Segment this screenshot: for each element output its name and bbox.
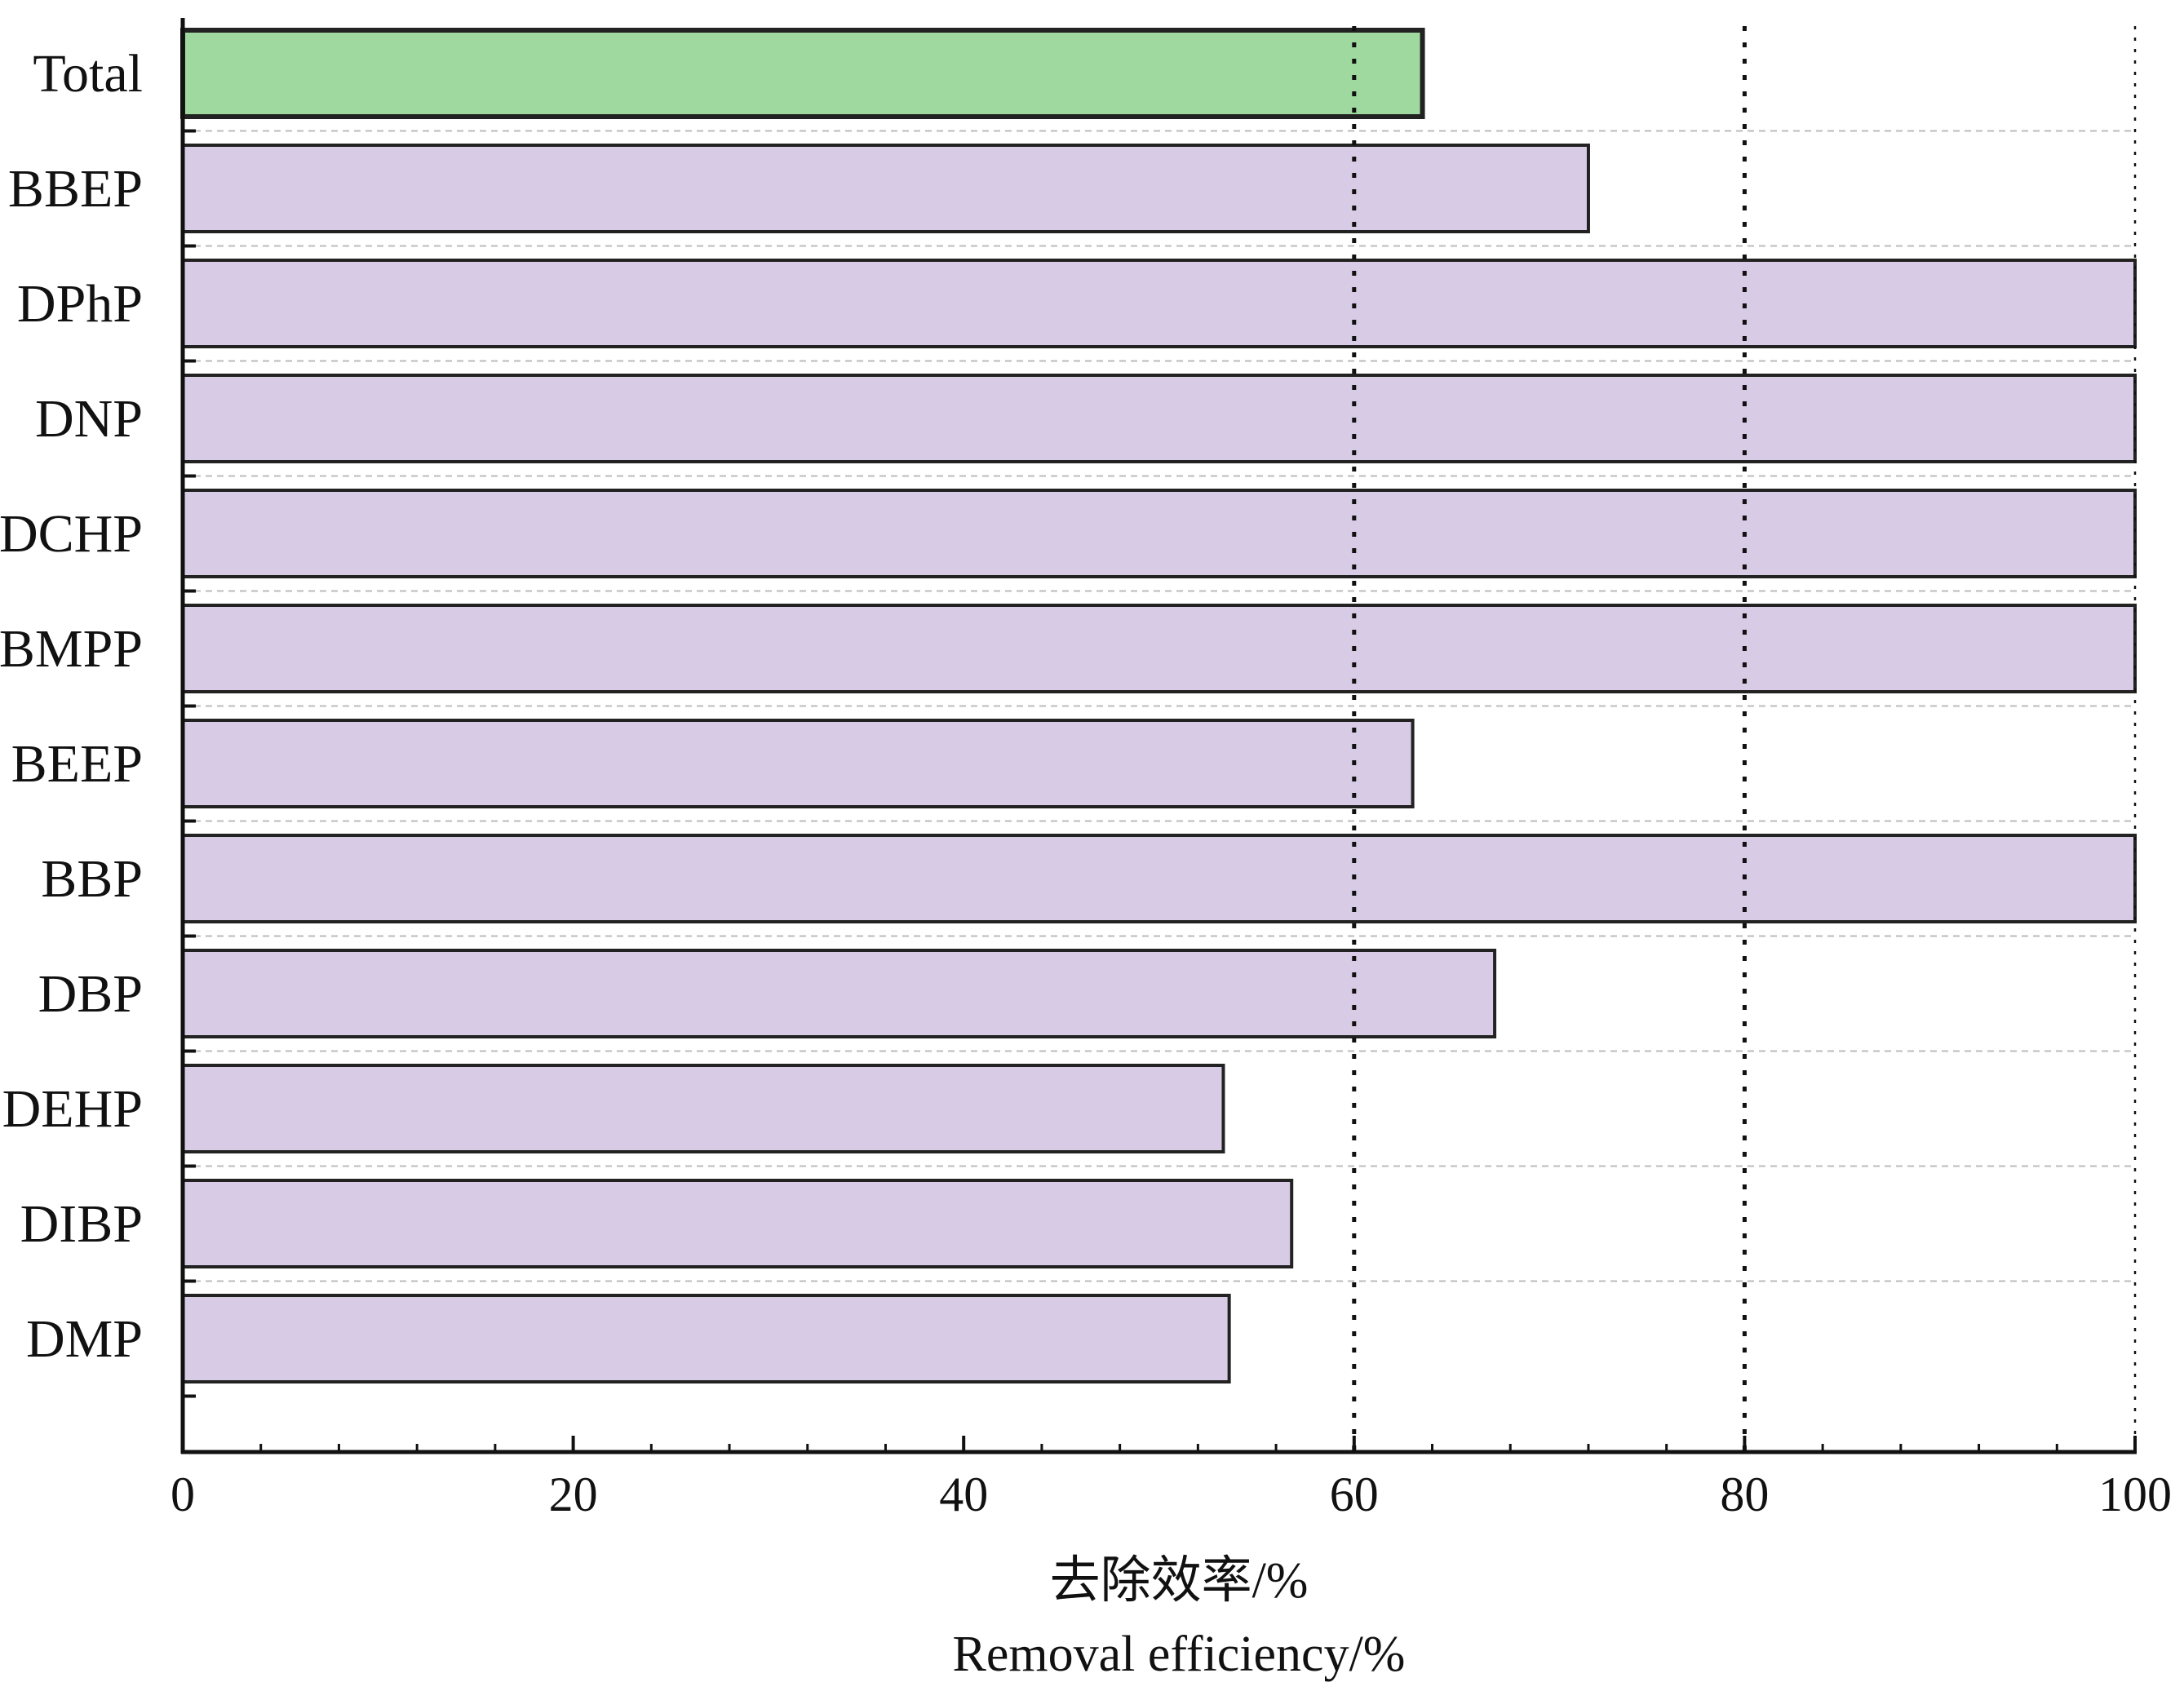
category-label-dbp: DBP [38, 964, 143, 1024]
bar-beep [181, 719, 1415, 808]
bar-dnp [181, 374, 2137, 463]
bar-dchp [181, 489, 2137, 578]
category-label-bmpp: BMPP [0, 619, 143, 679]
reference-lines-layer [1352, 26, 2137, 1452]
category-label-bbep: BBEP [8, 159, 143, 219]
x-tick-label-80: 80 [1720, 1468, 1769, 1521]
x-axis-title-chinese: 去除效率/% [1050, 1553, 1309, 1609]
grid-layer [183, 130, 2135, 1282]
x-tick-label-100: 100 [2098, 1468, 2172, 1521]
bar-bbp [181, 834, 2137, 923]
x-axis-title-english: Removal efficiency/% [953, 1627, 1406, 1682]
category-label-total: Total [33, 44, 143, 104]
category-label-dehp: DEHP [2, 1079, 143, 1139]
bar-dmp [181, 1294, 1231, 1383]
bar-dbp [181, 949, 1497, 1038]
labels-layer: Total BBEP DPhP DNP DCHP BMPP BEEP BBP DBP DEHP DI… [0, 44, 2172, 1521]
bar-dibp [181, 1179, 1294, 1268]
x-tick-label-0: 0 [171, 1468, 195, 1521]
x-tick-label-20: 20 [549, 1468, 598, 1521]
x-tick-label-60: 60 [1330, 1468, 1379, 1521]
bar-bmpp [181, 604, 2137, 693]
category-label-dnp: DNP [35, 389, 143, 449]
category-label-bbp: BBP [41, 849, 143, 909]
x-tick-label-40: 40 [939, 1468, 988, 1521]
category-label-dmp: DMP [26, 1309, 143, 1369]
bar-dehp [181, 1064, 1225, 1153]
bar-total [180, 28, 1425, 119]
axes-layer [180, 18, 2137, 1454]
bar-dphp [181, 259, 2137, 348]
bar-bbep [181, 144, 1590, 233]
category-label-dibp: DIBP [20, 1194, 143, 1254]
category-label-beep: BEEP [11, 734, 143, 794]
category-label-dphp: DPhP [17, 274, 143, 334]
category-label-dchp: DCHP [0, 504, 143, 564]
